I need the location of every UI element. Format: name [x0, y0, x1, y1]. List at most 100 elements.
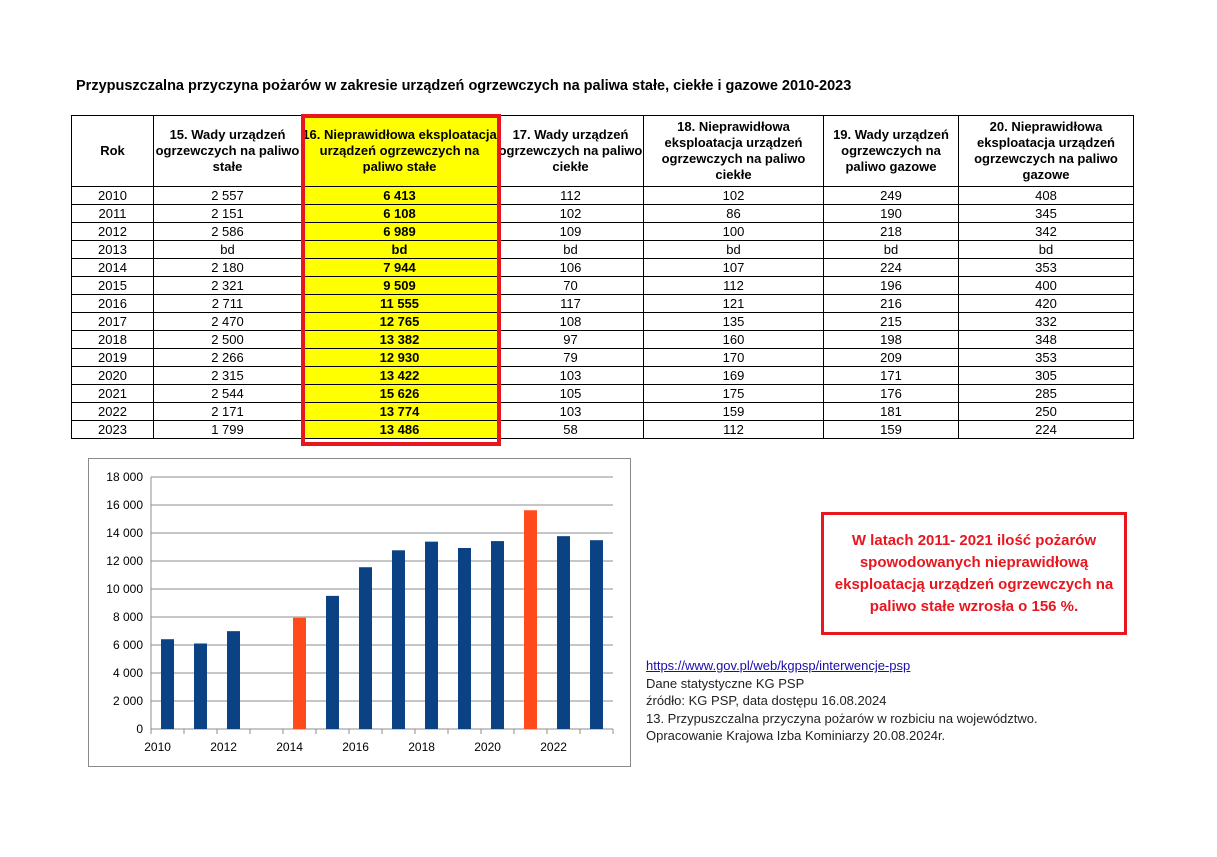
value-cell: 103: [497, 366, 644, 385]
x-tick-label: 2022: [540, 740, 567, 754]
value-cell: 159: [643, 402, 824, 421]
value-cell: bd: [958, 240, 1134, 259]
value-cell: 2 557: [153, 186, 302, 205]
value-cell: 190: [823, 204, 959, 223]
year-cell: 2010: [71, 186, 154, 205]
value-cell: 11 555: [301, 294, 498, 313]
year-cell: 2016: [71, 294, 154, 313]
col-header-year: Rok: [71, 115, 154, 187]
bar-chart: 0 2 000 4 000 6 000 8 000 10 000 12 000 14 000 1…: [88, 458, 631, 767]
highlight-note: W latach 2011- 2021 ilość pożarów spowod…: [821, 512, 1127, 635]
table-row: 2010 2 557 6 413 112 102 249 408: [71, 186, 1134, 205]
value-cell: 175: [643, 384, 824, 403]
y-tick-label: 12 000: [106, 554, 143, 568]
table-row: 2019 2 266 12 930 79 170 209 353: [71, 348, 1134, 367]
bar-2011: [194, 643, 207, 729]
value-cell: 13 774: [301, 402, 498, 421]
value-cell: 1 799: [153, 420, 302, 439]
col-header-20: 20. Nieprawidłowa eksploatacja urządzeń …: [958, 115, 1134, 187]
col-header-17: 17. Wady urządzeń ogrzewczych na paliwo …: [497, 115, 644, 187]
value-cell: 2 180: [153, 258, 302, 277]
value-cell: 159: [823, 420, 959, 439]
value-cell: 70: [497, 276, 644, 295]
year-cell: 2020: [71, 366, 154, 385]
value-cell: 12 765: [301, 312, 498, 331]
value-cell: 117: [497, 294, 644, 313]
value-cell: 109: [497, 222, 644, 241]
value-cell: 181: [823, 402, 959, 421]
value-cell: 102: [643, 186, 824, 205]
value-cell: 353: [958, 348, 1134, 367]
source-line: Opracowanie Krajowa Izba Kominiarzy 20.0…: [646, 728, 946, 743]
value-cell: 121: [643, 294, 824, 313]
value-cell: 215: [823, 312, 959, 331]
value-cell: 408: [958, 186, 1134, 205]
value-cell: 216: [823, 294, 959, 313]
value-cell: 400: [958, 276, 1134, 295]
bar-2016: [359, 567, 372, 729]
source-block: https://www.gov.pl/web/kgpsp/interwencje…: [646, 657, 1038, 745]
table-body: 2010 2 557 6 413 112 102 249 408 2011 2 151 6 108…: [71, 186, 1134, 439]
bar-2019: [458, 547, 471, 729]
value-cell: 345: [958, 204, 1134, 223]
x-tick-label: 2016: [342, 740, 369, 754]
table-row: 2014 2 180 7 944 106 107 224 353: [71, 258, 1134, 277]
year-cell: 2011: [71, 204, 154, 223]
value-cell: bd: [301, 240, 498, 259]
value-cell: 106: [497, 258, 644, 277]
value-cell: 79: [497, 348, 644, 367]
value-cell: 13 486: [301, 420, 498, 439]
value-cell: 160: [643, 330, 824, 349]
value-cell: 97: [497, 330, 644, 349]
bar-2017: [392, 550, 405, 729]
source-line: źródło: KG PSP, data dostępu 16.08.2024: [646, 693, 887, 708]
value-cell: 6 989: [301, 222, 498, 241]
value-cell: 112: [497, 186, 644, 205]
value-cell: 170: [643, 348, 824, 367]
source-line: 13. Przypuszczalna przyczyna pożarów w r…: [646, 710, 1038, 726]
bar-2018: [425, 541, 438, 729]
value-cell: 86: [643, 204, 824, 223]
value-cell: 105: [497, 384, 644, 403]
col-header-19: 19. Wady urządzeń ogrzewczych na paliwo …: [823, 115, 959, 187]
bar-2021: [524, 510, 537, 729]
col-header-15: 15. Wady urządzeń ogrzewczych na paliwo …: [153, 115, 302, 187]
page-title: Przypuszczalna przyczyna pożarów w zakre…: [76, 78, 852, 94]
y-tick-label: 6 000: [113, 638, 143, 652]
y-tick-label: 8 000: [113, 610, 143, 624]
y-tick-label: 14 000: [106, 526, 143, 540]
value-cell: bd: [153, 240, 302, 259]
bar-2023: [590, 540, 603, 729]
x-tick-label: 2010: [144, 740, 171, 754]
value-cell: 285: [958, 384, 1134, 403]
table-row: 2020 2 315 13 422 103 169 171 305: [71, 366, 1134, 385]
table-header-row: Rok 15. Wady urządzeń ogrzewczych na pal…: [71, 115, 1134, 187]
value-cell: 100: [643, 222, 824, 241]
year-cell: 2021: [71, 384, 154, 403]
value-cell: bd: [823, 240, 959, 259]
value-cell: 332: [958, 312, 1134, 331]
bar-2014: [293, 617, 306, 729]
value-cell: 224: [823, 258, 959, 277]
year-cell: 2013: [71, 240, 154, 259]
y-tick-label: 18 000: [106, 470, 143, 484]
value-cell: 348: [958, 330, 1134, 349]
value-cell: 218: [823, 222, 959, 241]
value-cell: 171: [823, 366, 959, 385]
value-cell: 2 711: [153, 294, 302, 313]
value-cell: 2 171: [153, 402, 302, 421]
value-cell: 7 944: [301, 258, 498, 277]
bar-2012: [227, 631, 240, 729]
year-cell: 2018: [71, 330, 154, 349]
col-header-18: 18. Nieprawidłowa eksploatacja urządzeń …: [643, 115, 824, 187]
source-link[interactable]: https://www.gov.pl/web/kgpsp/interwencje…: [646, 658, 911, 673]
table-row: 2012 2 586 6 989 109 100 218 342: [71, 222, 1134, 241]
value-cell: 13 422: [301, 366, 498, 385]
x-tick-label: 2014: [276, 740, 303, 754]
value-cell: 13 382: [301, 330, 498, 349]
y-tick-label: 10 000: [106, 582, 143, 596]
value-cell: 15 626: [301, 384, 498, 403]
value-cell: 2 500: [153, 330, 302, 349]
value-cell: 2 470: [153, 312, 302, 331]
value-cell: 249: [823, 186, 959, 205]
